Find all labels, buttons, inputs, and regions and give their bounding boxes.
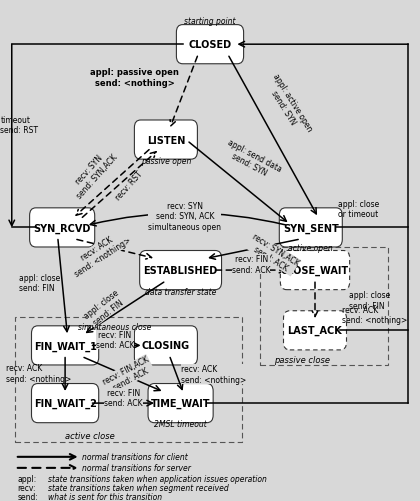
- Text: recv: SYN,ACK
send: ACK: recv: SYN,ACK send: ACK: [245, 232, 301, 277]
- Text: SYN_SENT: SYN_SENT: [283, 223, 339, 233]
- Text: recv: SYN
send: SYN,ACK: recv: SYN send: SYN,ACK: [67, 146, 119, 200]
- Text: appl: close
or timeout: appl: close or timeout: [338, 199, 379, 219]
- Text: LAST_ACK: LAST_ACK: [288, 326, 342, 336]
- FancyBboxPatch shape: [176, 26, 244, 65]
- Text: state transitions taken when segment received: state transitions taken when segment rec…: [48, 483, 229, 492]
- Text: FIN_WAIT_2: FIN_WAIT_2: [34, 398, 97, 408]
- Text: what is sent for this transition: what is sent for this transition: [48, 492, 163, 501]
- Text: appl: passive open
send: <nothing>: appl: passive open send: <nothing>: [90, 68, 179, 87]
- FancyBboxPatch shape: [148, 384, 213, 423]
- FancyBboxPatch shape: [134, 326, 197, 365]
- Text: recv: FIN,ACK
send: ACK: recv: FIN,ACK send: ACK: [101, 354, 155, 395]
- Text: CLOSED: CLOSED: [189, 40, 231, 50]
- Text: appl: send data
send: SYN: appl: send data send: SYN: [221, 138, 283, 183]
- Text: recv:: recv:: [18, 483, 36, 492]
- Text: starting point: starting point: [184, 17, 236, 26]
- Text: normal transitions for server: normal transitions for server: [82, 463, 191, 472]
- FancyBboxPatch shape: [281, 251, 350, 290]
- Text: recv: FIN
send: ACK: recv: FIN send: ACK: [232, 255, 270, 274]
- Text: CLOSING: CLOSING: [142, 341, 190, 351]
- Text: simultaneous close: simultaneous close: [79, 323, 152, 332]
- Text: TIME_WAIT: TIME_WAIT: [151, 398, 210, 408]
- Text: recv: FIN
send: ACK: recv: FIN send: ACK: [96, 330, 134, 349]
- FancyBboxPatch shape: [134, 121, 197, 160]
- Text: FIN_WAIT_1: FIN_WAIT_1: [34, 341, 97, 351]
- Text: send:: send:: [18, 492, 39, 501]
- Text: data transfer state: data transfer state: [145, 287, 216, 296]
- Text: SYN_RCVD: SYN_RCVD: [34, 223, 91, 233]
- Text: timeout
send: RST: timeout send: RST: [0, 116, 38, 135]
- FancyBboxPatch shape: [29, 208, 95, 247]
- FancyBboxPatch shape: [32, 326, 99, 365]
- FancyBboxPatch shape: [284, 311, 346, 350]
- Text: recv: FIN
send: ACK: recv: FIN send: ACK: [104, 388, 143, 407]
- Text: normal transitions for client: normal transitions for client: [82, 452, 188, 461]
- Text: appl: close
send: FIN: appl: close send: FIN: [83, 288, 127, 329]
- FancyBboxPatch shape: [32, 384, 99, 423]
- Text: recv: ACK
send: <nothing>: recv: ACK send: <nothing>: [181, 365, 246, 384]
- Text: active open: active open: [289, 244, 333, 253]
- Text: appl: close
send: FIN: appl: close send: FIN: [349, 291, 390, 310]
- Text: LISTEN: LISTEN: [147, 135, 185, 145]
- Text: appl: close
send: FIN: appl: close send: FIN: [19, 274, 60, 293]
- FancyBboxPatch shape: [279, 208, 342, 247]
- Text: appl: active open
send: SYN: appl: active open send: SYN: [262, 72, 313, 138]
- Text: passive open: passive open: [141, 157, 191, 166]
- Text: recv: RST: recv: RST: [114, 169, 144, 201]
- Text: state transitions taken when application issues operation: state transitions taken when application…: [48, 474, 267, 483]
- Text: active close: active close: [66, 431, 115, 440]
- FancyBboxPatch shape: [139, 251, 222, 290]
- Text: recv: ACK
send: <nothing>: recv: ACK send: <nothing>: [67, 227, 133, 279]
- Text: recv: ACK
send: <nothing>: recv: ACK send: <nothing>: [6, 364, 71, 383]
- Text: appl:: appl:: [18, 474, 37, 483]
- Text: recv: ACK
send: <nothing>: recv: ACK send: <nothing>: [342, 305, 407, 325]
- Text: ESTABLISHED: ESTABLISHED: [144, 266, 218, 276]
- Text: recv: SYN
send: SYN, ACK
simultaneous open: recv: SYN send: SYN, ACK simultaneous op…: [148, 201, 221, 231]
- Text: 2MSL timeout: 2MSL timeout: [154, 419, 207, 428]
- Text: passive close: passive close: [274, 355, 331, 364]
- Text: CLOSE_WAIT: CLOSE_WAIT: [281, 266, 349, 276]
